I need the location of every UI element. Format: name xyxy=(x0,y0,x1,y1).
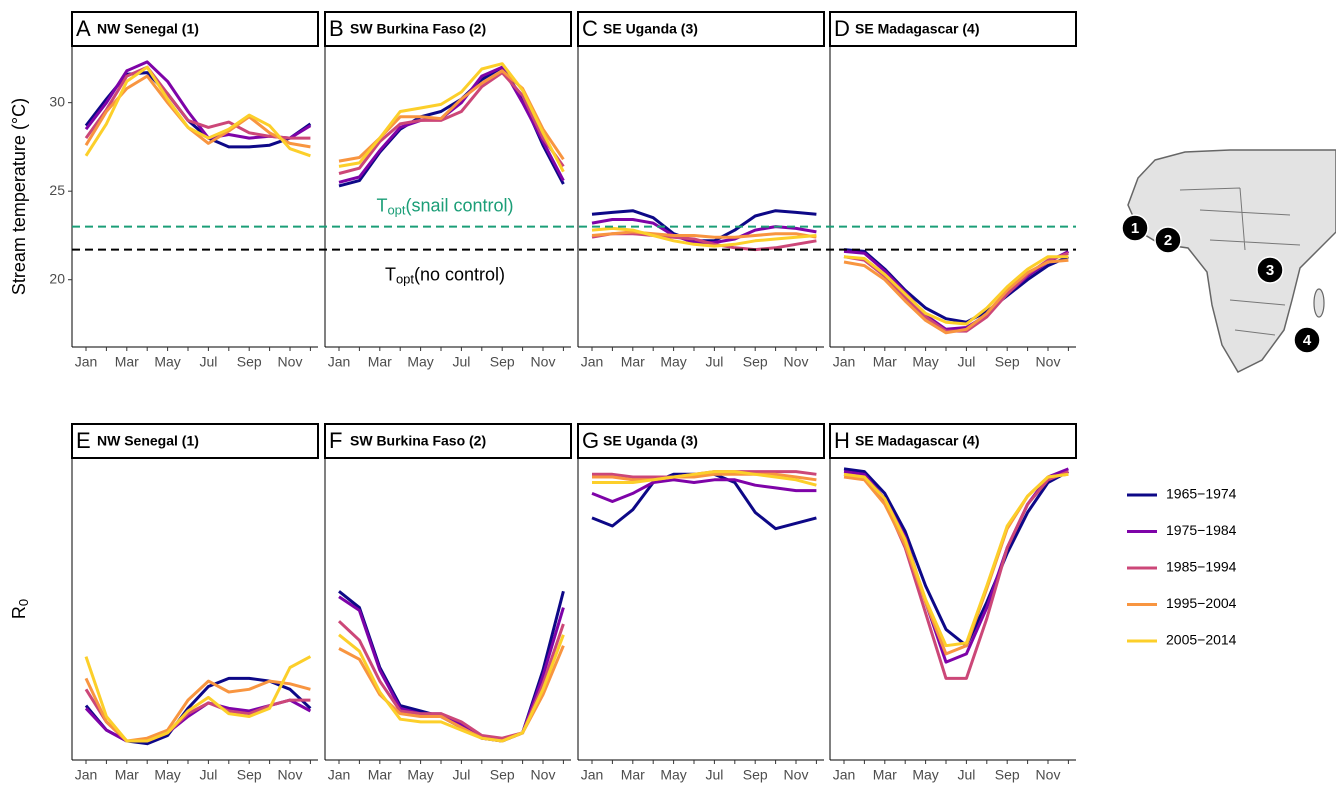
map-marker-label: 1 xyxy=(1131,220,1139,237)
legend-label: 1965−1974 xyxy=(1166,486,1237,502)
map-marker-label: 2 xyxy=(1164,232,1172,249)
panel-letter: C xyxy=(582,16,598,41)
x-tick-label: Jan xyxy=(581,767,604,783)
x-tick-label: Mar xyxy=(873,767,897,783)
map-marker-label: 4 xyxy=(1303,332,1312,349)
panel-letter: G xyxy=(582,428,599,453)
y-tick-label: 25 xyxy=(49,182,65,198)
reference-label-main: T xyxy=(385,264,396,284)
x-tick-label: Jan xyxy=(833,354,856,370)
x-tick-label: May xyxy=(912,767,938,783)
panel-title: SW Burkina Faso (2) xyxy=(350,21,486,37)
y-axis-label: Stream temperature (°C) xyxy=(9,98,29,295)
x-tick-label: Nov xyxy=(278,767,303,783)
x-tick-label: Nov xyxy=(278,354,303,370)
x-tick-label: Jul xyxy=(957,354,975,370)
legend-label: 1975−1984 xyxy=(1166,522,1237,538)
reference-label-suffix: (snail control) xyxy=(406,195,514,215)
x-tick-label: Jan xyxy=(581,354,604,370)
panel-title: SW Burkina Faso (2) xyxy=(350,433,486,449)
x-tick-label: Mar xyxy=(621,767,645,783)
panel-letter: F xyxy=(329,428,342,453)
x-tick-label: Nov xyxy=(531,354,556,370)
y-tick-label: 20 xyxy=(49,270,65,286)
x-tick-label: Nov xyxy=(784,767,809,783)
x-tick-label: Jan xyxy=(75,354,98,370)
y-axis-label: R0 xyxy=(9,599,32,619)
panel-title: SE Uganda (3) xyxy=(603,21,698,37)
x-tick-label: Sep xyxy=(743,767,768,783)
reference-label: Topt(no control) xyxy=(385,264,505,287)
x-tick-label: Mar xyxy=(873,354,897,370)
y-axis-label-main: R xyxy=(9,606,29,619)
panel-title: SE Uganda (3) xyxy=(603,433,698,449)
legend-label: 1985−1994 xyxy=(1166,559,1237,575)
series-line xyxy=(86,62,310,138)
x-tick-label: Jul xyxy=(705,767,723,783)
panel-letter: A xyxy=(76,16,91,41)
legend-label: 2005−2014 xyxy=(1166,632,1237,648)
x-tick-label: Sep xyxy=(743,354,768,370)
map-marker-label: 3 xyxy=(1266,262,1274,279)
x-tick-label: Jul xyxy=(452,767,470,783)
x-tick-label: Mar xyxy=(115,767,139,783)
x-tick-label: Nov xyxy=(784,354,809,370)
reference-label-suffix: (no control) xyxy=(414,264,505,284)
panel-letter: B xyxy=(329,16,344,41)
x-tick-label: Sep xyxy=(237,767,262,783)
x-tick-label: Jul xyxy=(957,767,975,783)
x-tick-label: Sep xyxy=(995,767,1020,783)
map-island xyxy=(1314,289,1324,317)
legend-label: 1995−2004 xyxy=(1166,595,1237,611)
y-axis-label-main: Stream temperature (°C) xyxy=(9,98,29,295)
x-tick-label: Jan xyxy=(328,354,351,370)
reference-label-sub: opt xyxy=(387,203,405,218)
x-tick-label: May xyxy=(660,354,686,370)
panel-title: NW Senegal (1) xyxy=(97,21,199,37)
x-tick-label: Mar xyxy=(115,354,139,370)
series-line xyxy=(844,257,1068,324)
panel-title: NW Senegal (1) xyxy=(97,433,199,449)
reference-label: Topt(snail control) xyxy=(376,195,513,218)
x-tick-label: Sep xyxy=(490,767,515,783)
x-tick-label: May xyxy=(912,354,938,370)
x-tick-label: Mar xyxy=(368,354,392,370)
x-tick-label: May xyxy=(407,767,433,783)
x-tick-label: May xyxy=(154,354,180,370)
x-tick-label: Jan xyxy=(833,767,856,783)
panel-title: SE Madagascar (4) xyxy=(855,21,980,37)
x-tick-label: Jul xyxy=(452,354,470,370)
x-tick-label: May xyxy=(154,767,180,783)
x-tick-label: May xyxy=(660,767,686,783)
x-tick-label: Nov xyxy=(1036,767,1061,783)
panel-title: SE Madagascar (4) xyxy=(855,433,980,449)
x-tick-label: Jan xyxy=(75,767,98,783)
x-tick-label: Sep xyxy=(237,354,262,370)
reference-label-sub: opt xyxy=(396,272,414,287)
x-tick-label: Nov xyxy=(531,767,556,783)
panel-letter: H xyxy=(834,428,850,453)
y-tick-label: 30 xyxy=(49,93,65,109)
reference-label-main: T xyxy=(376,195,387,215)
x-tick-label: Mar xyxy=(368,767,392,783)
series-line xyxy=(844,250,1068,323)
x-tick-label: Jan xyxy=(328,767,351,783)
x-tick-label: May xyxy=(407,354,433,370)
x-tick-label: Sep xyxy=(995,354,1020,370)
panel-letter: D xyxy=(834,16,850,41)
x-tick-label: Nov xyxy=(1036,354,1061,370)
series-line xyxy=(339,67,563,186)
x-tick-label: Jul xyxy=(199,767,217,783)
x-tick-label: Sep xyxy=(490,354,515,370)
y-axis-label-sub: 0 xyxy=(16,599,31,606)
x-tick-label: Jul xyxy=(199,354,217,370)
series-line xyxy=(339,67,563,182)
x-tick-label: Mar xyxy=(621,354,645,370)
panel-letter: E xyxy=(76,428,91,453)
x-tick-label: Jul xyxy=(705,354,723,370)
